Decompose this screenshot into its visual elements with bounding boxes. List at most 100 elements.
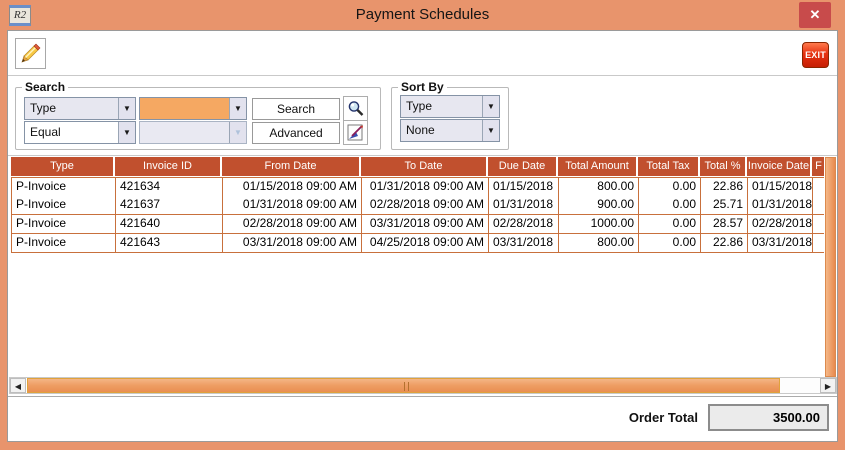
table-cell: 01/15/2018 (748, 178, 813, 197)
column-header[interactable]: Invoice Date (747, 157, 812, 176)
magnifier-icon (344, 99, 367, 118)
advanced-button[interactable]: Advanced (252, 122, 340, 144)
table-cell: P-Invoice (12, 196, 116, 215)
table-cell: 01/15/2018 09:00 AM (223, 178, 362, 197)
search-field-combo[interactable]: Type ▼ (24, 97, 136, 120)
search-button[interactable]: Search (252, 98, 340, 120)
search-operator-combo[interactable]: Equal ▼ (24, 121, 136, 144)
exit-button[interactable]: EXIT (802, 42, 829, 68)
combo-value (140, 98, 229, 119)
table-cell: 02/28/2018 09:00 AM (223, 215, 362, 234)
scroll-right-arrow[interactable]: ▶ (820, 378, 836, 393)
table-cell: P-Invoice (12, 178, 116, 197)
table-cell: P-Invoice (12, 234, 116, 253)
window-title: Payment Schedules (355, 6, 490, 23)
vertical-scrollbar[interactable] (825, 157, 836, 377)
chevron-down-icon[interactable]: ▼ (482, 96, 499, 117)
column-header[interactable]: Total % (700, 157, 747, 176)
table-cell: 800.00 (559, 234, 639, 253)
titlebar[interactable]: R2 Payment Schedules ✕ (0, 0, 845, 30)
table-cell: 03/31/2018 09:00 AM (223, 234, 362, 253)
table-cell: 900.00 (559, 196, 639, 215)
table-cell: 02/28/2018 (489, 215, 559, 234)
table-cell: 0.00 (639, 234, 701, 253)
filter-panel: Search Type ▼ ▼ Search (8, 75, 837, 156)
horizontal-scrollbar-thumb[interactable] (27, 378, 780, 393)
table-cell: 01/31/2018 09:00 AM (223, 196, 362, 215)
combo-value: None (406, 123, 435, 137)
table-cell (813, 215, 824, 234)
table-cell: 22.86 (701, 234, 748, 253)
table-row[interactable]: P-Invoice 421634 01/15/2018 09:00 AM 01/31/… (11, 177, 824, 197)
table-cell: 03/31/2018 (489, 234, 559, 253)
table-cell: 421637 (116, 196, 223, 215)
edit-button[interactable] (15, 38, 46, 69)
combo-value: Type (406, 99, 433, 113)
table-cell: 421640 (116, 215, 223, 234)
payment-schedule-table: Type Invoice ID From Date To Date Due Date To… (11, 157, 824, 253)
table-cell (813, 234, 824, 253)
column-header[interactable]: Total Tax (638, 157, 700, 176)
sort-primary-combo[interactable]: Type ▼ (400, 95, 500, 118)
chevron-down-icon[interactable]: ▼ (118, 98, 135, 119)
table-cell: 25.71 (701, 196, 748, 215)
column-header[interactable]: Total Amount (558, 157, 638, 176)
table-row[interactable]: P-Invoice 421643 03/31/2018 09:00 AM 04/25/… (11, 234, 824, 253)
combo-value: Equal (25, 122, 118, 143)
sort-secondary-combo[interactable]: None ▼ (400, 119, 500, 142)
scrollbar-grip (403, 382, 409, 391)
table-cell: 03/31/2018 09:00 AM (362, 215, 489, 234)
table-cell: 01/31/2018 (748, 196, 813, 215)
table-row[interactable]: P-Invoice 421637 01/31/2018 09:00 AM 02/28/… (11, 196, 824, 215)
column-header[interactable]: To Date (361, 157, 488, 176)
search-value2-combo: ▼ (139, 121, 247, 144)
chevron-down-icon[interactable]: ▼ (229, 98, 246, 119)
chevron-down-icon[interactable]: ▼ (482, 120, 499, 141)
chevron-down-icon[interactable]: ▼ (118, 122, 135, 143)
sortby-groupbox: Sort By Type ▼ None ▼ (391, 80, 509, 150)
vertical-scrollbar-thumb[interactable] (825, 157, 836, 377)
table-cell: 22.86 (701, 178, 748, 197)
table-cell: 0.00 (639, 196, 701, 215)
content-panel: EXIT Search Type ▼ ▼ Search (7, 30, 838, 442)
table-cell: 01/31/2018 09:00 AM (362, 178, 489, 197)
search-magnifier-button[interactable] (343, 96, 368, 121)
combo-value (140, 122, 229, 143)
column-header[interactable]: Invoice ID (115, 157, 222, 176)
order-total-value: 3500.00 (708, 404, 829, 431)
combo-value: Type (30, 101, 57, 115)
table-cell: 1000.00 (559, 215, 639, 234)
sortby-legend: Sort By (401, 80, 444, 94)
table-cell: P-Invoice (12, 215, 116, 234)
column-header[interactable]: F (812, 157, 824, 176)
search-groupbox: Search Type ▼ ▼ Search (15, 80, 381, 150)
table-cell: 0.00 (639, 178, 701, 197)
search-legend: Search (25, 80, 66, 94)
table-cell: 02/28/2018 09:00 AM (362, 196, 489, 215)
column-header[interactable]: Type (11, 157, 115, 176)
column-header[interactable]: Due Date (488, 157, 558, 176)
app-icon: R2 (9, 5, 31, 26)
table-cell: 800.00 (559, 178, 639, 197)
table-cell: 421634 (116, 178, 223, 197)
search-value-combo[interactable]: ▼ (139, 97, 247, 120)
table-cell (813, 196, 824, 215)
table-row[interactable]: P-Invoice 421640 02/28/2018 09:00 AM 03/31/… (11, 215, 824, 234)
chevron-down-icon: ▼ (229, 122, 246, 143)
table-cell: 28.57 (701, 215, 748, 234)
horizontal-scrollbar[interactable]: ◀ ▶ (9, 377, 837, 394)
table-body: P-Invoice 421634 01/15/2018 09:00 AM 01/31/… (11, 177, 824, 253)
table-header-row: Type Invoice ID From Date To Date Due Date To… (11, 157, 824, 176)
column-header[interactable]: From Date (222, 157, 361, 176)
scroll-left-arrow[interactable]: ◀ (10, 378, 26, 393)
table-cell: 04/25/2018 09:00 AM (362, 234, 489, 253)
footer-panel: Order Total 3500.00 (8, 396, 837, 441)
table-cell: 03/31/2018 (748, 234, 813, 253)
table-cell: 02/28/2018 (748, 215, 813, 234)
advanced-search-button[interactable] (343, 120, 368, 145)
order-total-label: Order Total (628, 410, 698, 425)
pencil-icon (16, 41, 45, 66)
close-button[interactable]: ✕ (799, 2, 831, 28)
table-cell: 01/15/2018 (489, 178, 559, 197)
